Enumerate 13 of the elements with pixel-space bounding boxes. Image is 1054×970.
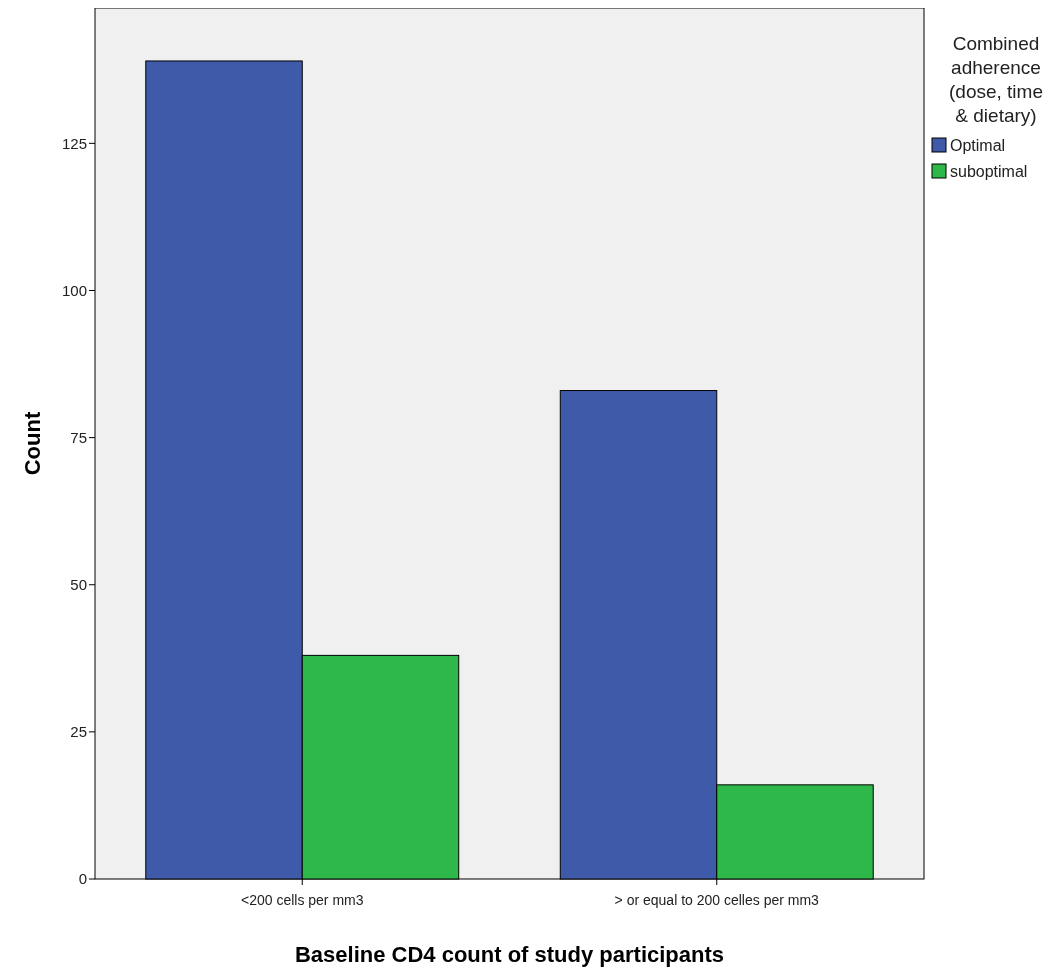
y-tick-label: 50 [70,575,87,593]
y-axis-title: Count [20,411,45,476]
legend-label: Optimal [950,136,1006,154]
x-tick-label: <200 cells per mm3 [240,892,364,908]
y-tick-label: 100 [61,281,87,299]
y-tick-label: 25 [70,723,87,741]
legend-label: suboptimal [950,162,1028,180]
y-tick-label: 125 [61,134,87,152]
y-tick-label: 75 [70,428,87,446]
x-axis-title: Baseline CD4 count of study participants [294,942,725,967]
y-tick-label: 0 [78,870,87,888]
legend-title: Combined adherence (dose, time & dietary) [949,33,1043,126]
x-tick-label: > or equal to 200 celles per mm3 [614,892,820,908]
